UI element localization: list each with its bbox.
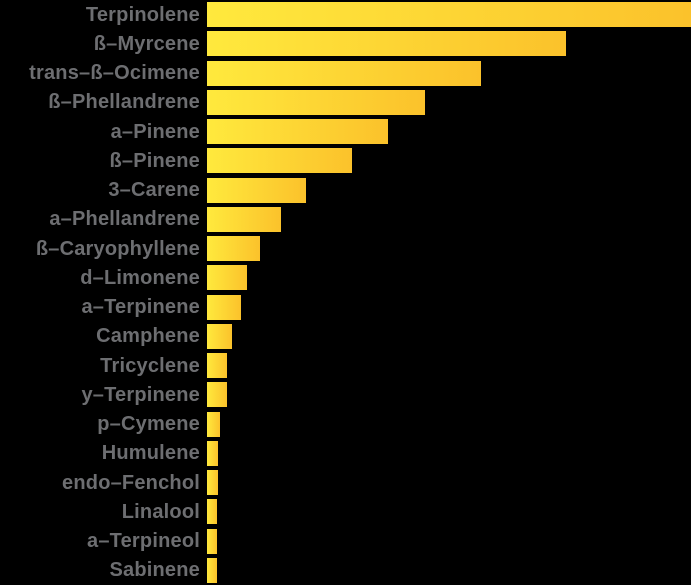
value-bar	[207, 177, 306, 203]
bar-row: a–Pinene	[0, 117, 691, 146]
bar-row: Terpinolene	[0, 0, 691, 29]
value-bar	[207, 323, 232, 349]
category-label: p–Cymene	[97, 413, 200, 436]
category-label: d–Limonene	[80, 266, 200, 289]
bar-row: ß–Phellandrene	[0, 88, 691, 117]
bar-row: ß–Pinene	[0, 146, 691, 175]
value-bar	[207, 294, 241, 320]
category-label: trans–ß–Ocimene	[29, 62, 200, 85]
value-bar	[207, 528, 217, 554]
category-label: ß–Myrcene	[93, 32, 200, 55]
category-label: a–Pinene	[110, 120, 200, 143]
value-bar	[207, 499, 217, 525]
category-label: Terpinolene	[85, 3, 200, 26]
bar-row: Linalool	[0, 497, 691, 526]
bar-row: a–Phellandrene	[0, 205, 691, 234]
category-label: 3–Carene	[108, 179, 200, 202]
bar-row: a–Terpineol	[0, 527, 691, 556]
category-label: Sabinene	[109, 559, 200, 582]
value-bar	[207, 236, 260, 262]
category-label: ß–Pinene	[109, 149, 200, 172]
bar-row: Tricyclene	[0, 351, 691, 380]
category-label: ß–Phellandrene	[48, 91, 200, 114]
value-bar	[207, 353, 227, 379]
bar-row: a–Terpinene	[0, 293, 691, 322]
category-label: a–Terpinene	[81, 296, 200, 319]
bar-row: ß–Myrcene	[0, 29, 691, 58]
bar-row: d–Limonene	[0, 263, 691, 292]
value-bar	[207, 411, 220, 437]
value-bar	[207, 265, 247, 291]
category-label: a–Terpineol	[87, 530, 200, 553]
value-bar	[207, 148, 352, 174]
category-label: Humulene	[101, 442, 200, 465]
value-bar	[207, 557, 217, 583]
bar-row: Sabinene	[0, 556, 691, 585]
category-label: y–Terpinene	[81, 383, 200, 406]
value-bar	[207, 31, 566, 57]
value-bar	[207, 60, 481, 86]
value-bar	[207, 382, 227, 408]
bar-row: Humulene	[0, 439, 691, 468]
value-bar	[207, 206, 281, 232]
value-bar	[207, 119, 388, 145]
value-bar	[207, 440, 218, 466]
category-label: Camphene	[96, 325, 200, 348]
bar-row: endo–Fenchol	[0, 468, 691, 497]
value-bar	[207, 470, 218, 496]
bar-row: p–Cymene	[0, 410, 691, 439]
category-label: Linalool	[121, 500, 200, 523]
bar-row: y–Terpinene	[0, 380, 691, 409]
category-label: a–Phellandrene	[49, 208, 200, 231]
bar-row: ß–Caryophyllene	[0, 234, 691, 263]
category-label: ß–Caryophyllene	[35, 237, 200, 260]
bar-row: Camphene	[0, 322, 691, 351]
bar-row: trans–ß–Ocimene	[0, 59, 691, 88]
category-label: Tricyclene	[100, 354, 200, 377]
bar-row: 3–Carene	[0, 176, 691, 205]
value-bar	[207, 2, 691, 28]
category-label: endo–Fenchol	[62, 471, 200, 494]
value-bar	[207, 89, 425, 115]
